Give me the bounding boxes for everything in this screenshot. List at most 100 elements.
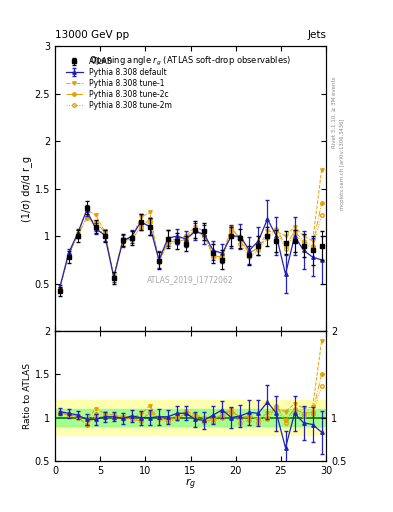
Pythia 8.308 tune-2c	[229, 225, 234, 231]
Pythia 8.308 tune-2m	[265, 235, 270, 241]
Pythia 8.308 tune-2c	[84, 215, 89, 221]
Pythia 8.308 tune-2m	[75, 233, 80, 239]
Pythia 8.308 tune-2c	[202, 233, 207, 239]
Pythia 8.308 tune-2m	[301, 241, 306, 247]
Pythia 8.308 tune-2c	[283, 243, 288, 249]
Pythia 8.308 tune-1	[184, 233, 189, 239]
Pythia 8.308 tune-2m	[310, 245, 315, 251]
Pythia 8.308 tune-1	[301, 233, 306, 239]
Pythia 8.308 tune-2m	[139, 224, 143, 230]
Pythia 8.308 tune-2m	[156, 259, 162, 265]
Pythia 8.308 tune-1	[166, 238, 171, 244]
Pythia 8.308 tune-2c	[139, 224, 143, 230]
Pythia 8.308 tune-2m	[120, 239, 125, 245]
Line: Pythia 8.308 tune-1: Pythia 8.308 tune-1	[58, 168, 323, 291]
Pythia 8.308 tune-1	[102, 228, 107, 234]
Text: ATLAS_2019_I1772062: ATLAS_2019_I1772062	[147, 275, 234, 284]
Pythia 8.308 tune-2m	[229, 228, 234, 234]
Pythia 8.308 tune-1	[84, 206, 89, 212]
Pythia 8.308 tune-1	[229, 224, 234, 230]
Pythia 8.308 tune-2c	[75, 232, 80, 238]
Pythia 8.308 tune-2m	[247, 254, 252, 260]
Pythia 8.308 tune-1	[247, 250, 252, 257]
Pythia 8.308 tune-2m	[84, 214, 89, 220]
Pythia 8.308 tune-2c	[94, 219, 98, 225]
Legend: ATLAS, Pythia 8.308 default, Pythia 8.308 tune-1, Pythia 8.308 tune-2c, Pythia 8: ATLAS, Pythia 8.308 default, Pythia 8.30…	[64, 56, 173, 111]
Bar	[55, 400, 326, 435]
Pythia 8.308 tune-2m	[319, 212, 324, 218]
Pythia 8.308 tune-2c	[292, 228, 297, 234]
Pythia 8.308 tune-2c	[66, 251, 71, 258]
Pythia 8.308 tune-2c	[102, 229, 107, 236]
Line: Pythia 8.308 tune-2c: Pythia 8.308 tune-2c	[58, 201, 323, 291]
Pythia 8.308 tune-1	[57, 286, 62, 292]
Pythia 8.308 tune-2m	[94, 224, 98, 230]
Pythia 8.308 tune-2m	[166, 241, 171, 247]
Pythia 8.308 tune-2m	[220, 257, 225, 263]
Pythia 8.308 tune-1	[238, 238, 243, 244]
X-axis label: $r_g$: $r_g$	[185, 477, 196, 493]
Pythia 8.308 tune-1	[292, 224, 297, 230]
Pythia 8.308 tune-2c	[274, 225, 279, 231]
Pythia 8.308 tune-2c	[112, 274, 116, 280]
Pythia 8.308 tune-1	[319, 166, 324, 173]
Pythia 8.308 tune-2c	[265, 233, 270, 239]
Pythia 8.308 tune-2c	[120, 236, 125, 242]
Y-axis label: (1/σ) dσ/d r_g: (1/σ) dσ/d r_g	[21, 156, 32, 222]
Pythia 8.308 tune-2c	[129, 237, 134, 243]
Pythia 8.308 tune-1	[156, 260, 162, 266]
Pythia 8.308 tune-2c	[220, 255, 225, 261]
Pythia 8.308 tune-2c	[148, 216, 152, 222]
Pythia 8.308 tune-2m	[129, 236, 134, 242]
Pythia 8.308 tune-2c	[156, 258, 162, 264]
Pythia 8.308 tune-2c	[166, 239, 171, 245]
Pythia 8.308 tune-2c	[319, 200, 324, 206]
Pythia 8.308 tune-2c	[184, 237, 189, 243]
Pythia 8.308 tune-2m	[283, 245, 288, 251]
Pythia 8.308 tune-1	[256, 245, 261, 251]
Pythia 8.308 tune-1	[274, 228, 279, 234]
Pythia 8.308 tune-1	[112, 273, 116, 279]
Text: Opening angle $r_g$ (ATLAS soft-drop observables): Opening angle $r_g$ (ATLAS soft-drop obs…	[90, 55, 292, 68]
Pythia 8.308 tune-1	[66, 252, 71, 258]
Y-axis label: Ratio to ATLAS: Ratio to ATLAS	[23, 363, 32, 429]
Pythia 8.308 tune-2m	[148, 219, 152, 225]
Text: 13000 GeV pp: 13000 GeV pp	[55, 30, 129, 40]
Pythia 8.308 tune-1	[175, 236, 180, 242]
Pythia 8.308 tune-1	[139, 214, 143, 220]
Pythia 8.308 tune-2c	[211, 252, 216, 258]
Pythia 8.308 tune-1	[94, 212, 98, 218]
Pythia 8.308 tune-2m	[211, 254, 216, 260]
Pythia 8.308 tune-2m	[202, 233, 207, 239]
Pythia 8.308 tune-1	[211, 252, 216, 258]
Pythia 8.308 tune-1	[265, 228, 270, 234]
Pythia 8.308 tune-2m	[66, 252, 71, 258]
Pythia 8.308 tune-2m	[112, 275, 116, 281]
Pythia 8.308 tune-2m	[274, 228, 279, 234]
Pythia 8.308 tune-2m	[102, 231, 107, 238]
Pythia 8.308 tune-2c	[301, 238, 306, 244]
Pythia 8.308 tune-1	[193, 224, 198, 230]
Pythia 8.308 tune-2m	[193, 225, 198, 231]
Pythia 8.308 tune-1	[120, 236, 125, 242]
Pythia 8.308 tune-1	[129, 235, 134, 241]
Pythia 8.308 tune-2c	[310, 243, 315, 249]
Pythia 8.308 tune-1	[202, 228, 207, 234]
Text: mcplots.cern.ch [arXiv:1306.3436]: mcplots.cern.ch [arXiv:1306.3436]	[340, 118, 345, 209]
Pythia 8.308 tune-2c	[175, 238, 180, 244]
Pythia 8.308 tune-2c	[193, 227, 198, 233]
Pythia 8.308 tune-2c	[238, 235, 243, 241]
Pythia 8.308 tune-1	[75, 231, 80, 238]
Pythia 8.308 tune-2m	[292, 231, 297, 238]
Bar	[55, 409, 326, 426]
Text: Jets: Jets	[307, 30, 326, 40]
Pythia 8.308 tune-2m	[256, 247, 261, 253]
Pythia 8.308 tune-2c	[57, 286, 62, 292]
Pythia 8.308 tune-1	[283, 233, 288, 239]
Pythia 8.308 tune-2m	[175, 240, 180, 246]
Pythia 8.308 tune-1	[148, 209, 152, 216]
Pythia 8.308 tune-1	[220, 254, 225, 260]
Pythia 8.308 tune-2m	[238, 241, 243, 247]
Pythia 8.308 tune-2m	[184, 235, 189, 241]
Pythia 8.308 tune-2c	[256, 245, 261, 251]
